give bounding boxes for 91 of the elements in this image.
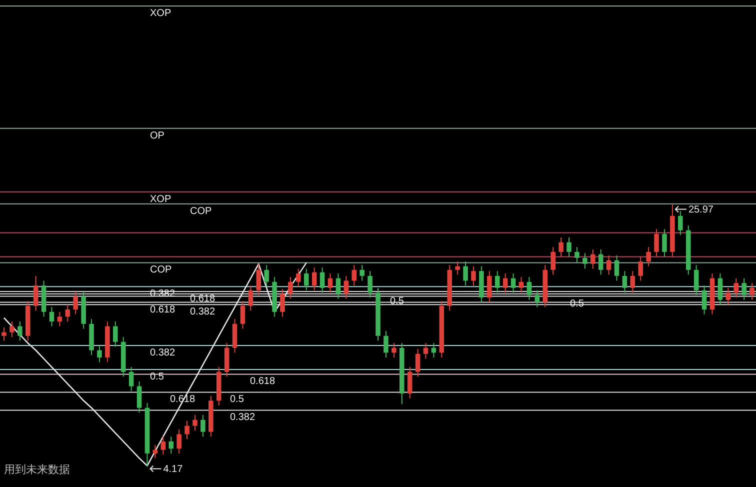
candlestick — [726, 287, 731, 306]
annotation: 0.382 — [190, 306, 216, 318]
candlestick — [248, 284, 254, 312]
candlestick — [168, 436, 174, 454]
candlestick — [638, 256, 643, 282]
candlestick — [2, 326, 6, 342]
candlestick — [328, 272, 333, 294]
candlestick — [10, 320, 14, 338]
candlestick — [646, 246, 651, 267]
candlestick — [630, 270, 636, 294]
candlestick — [518, 276, 524, 294]
candlestick — [184, 420, 190, 440]
candlestick — [384, 330, 388, 358]
candlestick — [288, 276, 293, 300]
candlestick — [18, 320, 22, 342]
candlestick — [240, 300, 246, 330]
candlestick — [336, 272, 341, 300]
candlestick — [344, 275, 349, 300]
annotation: 0.5 — [150, 371, 164, 382]
candlestick — [702, 284, 707, 315]
candlestick — [136, 380, 142, 414]
annotation: 0.618 — [250, 376, 276, 388]
candlestick — [614, 254, 620, 282]
candlestick — [368, 270, 372, 298]
candlestick — [494, 270, 500, 294]
candlestick — [296, 268, 301, 288]
annotation: 0.618 — [150, 304, 176, 316]
candlestick — [694, 264, 699, 296]
candlestick — [598, 249, 604, 276]
annotation: 0.5 — [230, 394, 244, 406]
candlestick — [256, 263, 262, 296]
ref-line-label: XOP — [150, 8, 172, 19]
ref-line-label: COP — [190, 206, 212, 217]
candlestick — [304, 268, 309, 291]
candlestick — [534, 290, 540, 308]
candlestick — [502, 272, 508, 294]
candlestick — [471, 266, 476, 286]
candlestick — [33, 275, 38, 312]
candlestick — [312, 266, 317, 291]
annotation: 25.97 — [688, 204, 714, 216]
candlestick — [392, 342, 396, 358]
candlestick — [73, 290, 78, 315]
candlestick — [320, 266, 325, 294]
candlestick — [654, 228, 659, 258]
candlestick — [566, 237, 572, 258]
candlestick — [152, 444, 158, 459]
candlestick — [360, 264, 364, 282]
candlestick — [718, 272, 723, 306]
candlestick — [526, 276, 532, 300]
ref-line-label: OP — [150, 130, 165, 142]
candlestick — [160, 436, 166, 456]
candlestick — [463, 260, 468, 286]
candlestick — [264, 264, 269, 288]
candlestick — [558, 237, 564, 258]
candlestick — [97, 344, 102, 363]
candlestick — [128, 366, 134, 392]
candlestick — [574, 246, 580, 264]
candlestick — [582, 252, 588, 270]
candlestick — [65, 304, 70, 322]
annotation: 4.17 — [163, 464, 184, 475]
candlestick — [455, 260, 460, 276]
candlestick — [200, 414, 206, 438]
candlestick — [415, 348, 420, 378]
candlestick — [662, 228, 667, 258]
candlestick — [49, 306, 54, 327]
annotation: 0.618 — [190, 293, 216, 304]
candlestick — [224, 342, 230, 378]
candlestick — [113, 320, 118, 348]
candlestick — [678, 210, 683, 236]
annotation: 用到未来数据 — [4, 463, 70, 476]
candlestick — [232, 318, 238, 354]
candlestick — [423, 342, 428, 360]
annotation: 0.382 — [150, 347, 176, 358]
ref-line-label: XOP — [150, 194, 172, 205]
candlestick — [487, 270, 492, 303]
annotation: 0.382 — [230, 412, 256, 424]
candlestick — [407, 366, 412, 399]
ref-line-label: COP — [150, 264, 172, 276]
candlestick — [510, 272, 516, 294]
candlestick — [192, 414, 198, 432]
candlestick — [734, 278, 738, 298]
candlestick — [750, 282, 754, 300]
candlestick — [176, 428, 182, 454]
candlestick — [606, 254, 612, 276]
candlestick — [622, 270, 628, 294]
candlestick — [57, 311, 62, 327]
candlestick — [550, 246, 556, 276]
candlestick — [742, 278, 746, 300]
candlestick — [352, 264, 357, 286]
candlestick — [590, 249, 596, 270]
candlestick — [280, 288, 285, 318]
